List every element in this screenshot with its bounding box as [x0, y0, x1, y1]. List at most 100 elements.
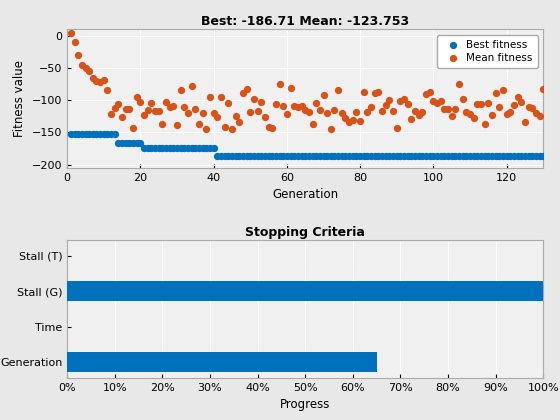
Mean fitness [305, 108, 314, 115]
Legend: Best fitness, Mean fitness: Best fitness, Mean fitness [437, 34, 538, 68]
Mean fitness [118, 114, 127, 121]
Mean fitness [191, 106, 200, 113]
Mean fitness [491, 89, 500, 96]
Mean fitness [242, 86, 251, 92]
Mean fitness [389, 107, 398, 114]
Best fitness [323, 152, 332, 159]
Best fitness [528, 152, 536, 159]
Best fitness [326, 152, 335, 159]
Best fitness [70, 130, 79, 137]
Mean fitness [114, 101, 123, 108]
Best fitness [539, 152, 548, 159]
Mean fitness [432, 99, 441, 106]
Best fitness [352, 152, 361, 159]
Best fitness [147, 145, 156, 152]
Best fitness [279, 152, 288, 159]
Best fitness [535, 152, 544, 159]
Mean fitness [96, 79, 105, 86]
Bar [67, 352, 376, 372]
Best fitness [407, 152, 416, 159]
Mean fitness [495, 103, 504, 110]
Mean fitness [447, 113, 456, 119]
Mean fitness [187, 83, 196, 90]
Best fitness [473, 152, 482, 159]
Best fitness [139, 145, 148, 152]
Mean fitness [498, 87, 507, 93]
Best fitness [122, 140, 130, 147]
Title: Stopping Criteria: Stopping Criteria [245, 226, 365, 239]
Best fitness [315, 152, 324, 159]
Mean fitness [253, 107, 262, 114]
Mean fitness [246, 109, 255, 116]
Mean fitness [154, 108, 163, 115]
Best fitness [422, 152, 431, 159]
Mean fitness [348, 117, 357, 123]
Best fitness [239, 152, 248, 159]
Mean fitness [400, 95, 409, 102]
Best fitness [132, 140, 141, 147]
Mean fitness [176, 87, 185, 94]
Best fitness [202, 145, 211, 152]
Mean fitness [103, 87, 112, 93]
Best fitness [213, 152, 222, 159]
Best fitness [198, 145, 207, 152]
Mean fitness [136, 99, 145, 105]
Best fitness [249, 152, 258, 159]
Best fitness [510, 152, 519, 159]
Best fitness [103, 130, 112, 137]
Best fitness [162, 145, 171, 152]
Mean fitness [209, 110, 218, 116]
Best fitness [374, 152, 383, 159]
Best fitness [184, 145, 193, 152]
Mean fitness [506, 108, 515, 115]
Mean fitness [458, 96, 467, 102]
Best fitness [462, 152, 471, 159]
Best fitness [209, 145, 218, 152]
Mean fitness [334, 87, 343, 93]
Mean fitness [260, 113, 269, 120]
Mean fitness [77, 61, 86, 68]
Mean fitness [297, 102, 306, 109]
Mean fitness [381, 102, 390, 108]
Mean fitness [444, 106, 452, 113]
Best fitness [187, 145, 196, 152]
Best fitness [220, 152, 229, 159]
Best fitness [392, 152, 401, 159]
Mean fitness [286, 84, 295, 91]
Best fitness [447, 152, 456, 159]
Mean fitness [264, 124, 273, 131]
Best fitness [242, 152, 251, 159]
Mean fitness [268, 125, 277, 131]
Mean fitness [502, 110, 511, 117]
Mean fitness [125, 105, 134, 112]
Mean fitness [279, 102, 288, 109]
Mean fitness [110, 105, 119, 112]
Best fitness [491, 152, 500, 159]
Best fitness [451, 152, 460, 159]
Best fitness [305, 152, 314, 159]
Mean fitness [293, 104, 302, 111]
Mean fitness [436, 98, 445, 105]
Best fitness [290, 152, 298, 159]
Best fitness [410, 152, 419, 159]
Best fitness [253, 152, 262, 159]
Best fitness [425, 152, 434, 159]
Best fitness [495, 152, 504, 159]
Best fitness [319, 152, 328, 159]
Mean fitness [356, 118, 365, 125]
Mean fitness [272, 101, 281, 108]
Mean fitness [385, 97, 394, 104]
Mean fitness [106, 110, 115, 117]
Best fitness [286, 152, 295, 159]
Mean fitness [85, 68, 94, 75]
Mean fitness [224, 99, 233, 106]
Best fitness [502, 152, 511, 159]
Best fitness [191, 145, 200, 152]
Best fitness [330, 152, 339, 159]
Mean fitness [206, 94, 214, 100]
Best fitness [74, 130, 83, 137]
Best fitness [227, 152, 236, 159]
Mean fitness [524, 103, 533, 110]
Mean fitness [414, 112, 423, 118]
Mean fitness [74, 52, 83, 58]
